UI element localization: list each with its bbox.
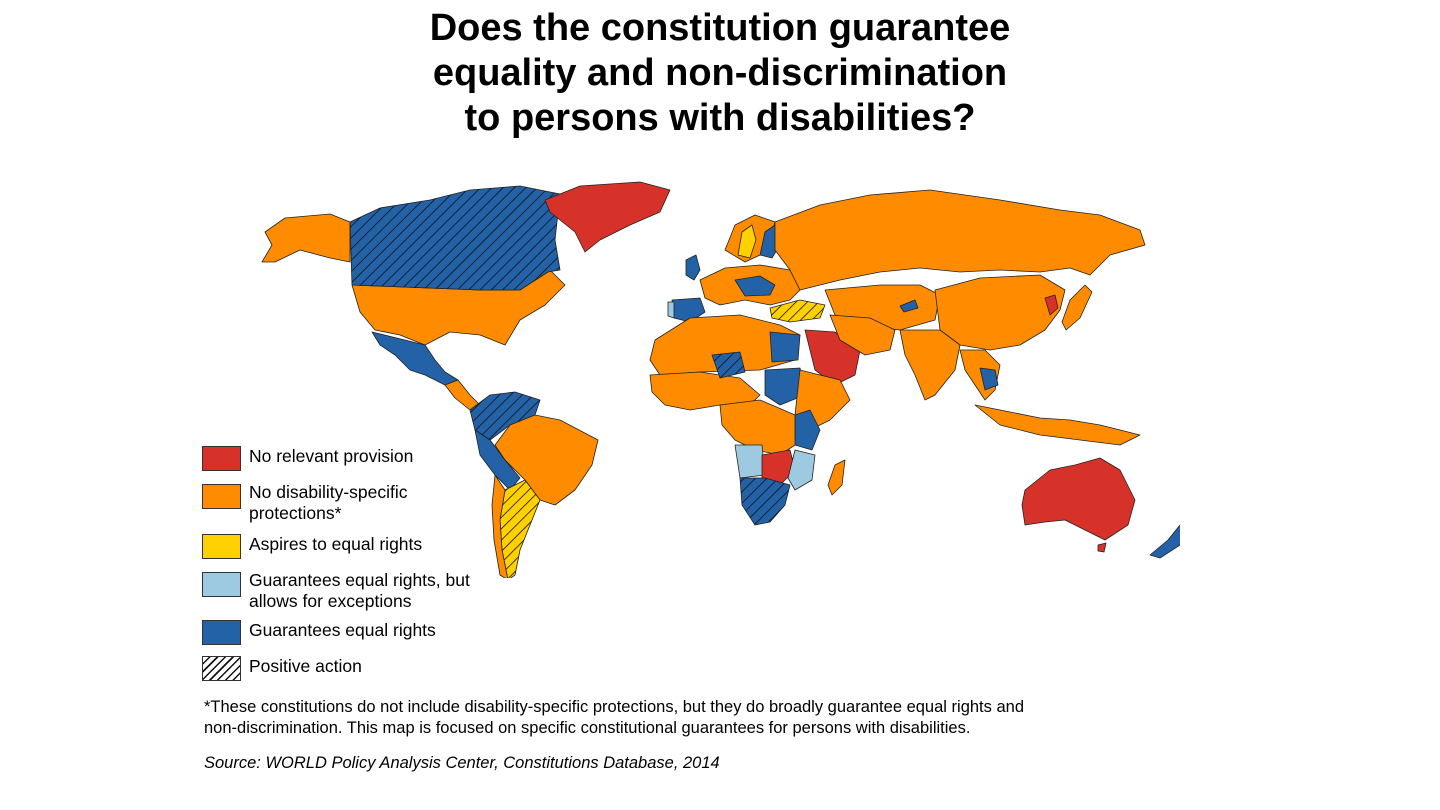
region-angola-zambia <box>734 444 766 479</box>
region-egypt <box>769 331 801 363</box>
legend-item-aspires: Aspires to equal rights <box>202 534 522 559</box>
title-line-2: equality and non-discrimination <box>432 52 1008 94</box>
region-korea <box>1044 294 1059 316</box>
region-japan <box>1061 284 1093 331</box>
region-zimbabwe <box>761 449 796 486</box>
legend-label: No disability-specific protections* <box>249 482 408 524</box>
region-new-zealand <box>1149 524 1180 559</box>
region-sudan <box>764 367 806 406</box>
region-canada-hatch <box>350 186 560 290</box>
legend-item-positive-action: Positive action <box>202 656 522 681</box>
footnote-line-1: *These constitutions do not include disa… <box>204 698 1024 716</box>
map-title: Does the constitution guarantee equality… <box>0 6 1440 141</box>
world-map <box>261 181 1180 578</box>
title-line-3: to persons with disabilities? <box>464 97 976 139</box>
legend-swatch <box>202 534 241 559</box>
legend-item-no-disability-specific: No disability-specific protections* <box>202 482 522 528</box>
footnote-line-2: non-discrimination. This map is focused … <box>204 719 971 737</box>
legend-label: Guarantees equal rights <box>249 620 436 641</box>
legend-label: Positive action <box>249 656 362 677</box>
title-line-1: Does the constitution guarantee <box>429 7 1011 49</box>
region-madagascar <box>827 459 846 496</box>
source-note: Source: WORLD Policy Analysis Center, Co… <box>204 754 720 772</box>
region-argentina-hatch <box>500 480 540 578</box>
region-mozambique <box>787 449 816 491</box>
legend-item-guarantees: Guarantees equal rights <box>202 620 522 645</box>
region-chile <box>491 474 509 578</box>
region-india <box>899 329 961 401</box>
region-central-america <box>444 379 481 411</box>
legend-label-line: allows for exceptions <box>249 591 412 611</box>
legend-swatch <box>202 446 241 471</box>
region-greenland <box>544 181 671 253</box>
region-alaska <box>261 213 351 263</box>
legend-label-line: No disability-specific <box>249 482 408 502</box>
region-turkey-hatch <box>770 300 825 322</box>
legend-label: No relevant provision <box>249 446 413 467</box>
legend-item-no-relevant-provision: No relevant provision <box>202 446 522 471</box>
region-sweden <box>737 224 757 259</box>
legend-label-line: Guarantees equal rights <box>249 620 436 640</box>
region-peru-bolivia <box>474 429 521 491</box>
region-niger-hatch <box>712 352 745 378</box>
legend-label-line: Aspires to equal rights <box>249 534 423 554</box>
footnote: *These constitutions do not include disa… <box>204 697 1204 739</box>
region-tasmania <box>1097 542 1107 553</box>
region-russia <box>774 189 1146 291</box>
legend-label-line: protections* <box>249 503 342 523</box>
legend-label-line: Guarantees equal rights, but <box>249 570 470 590</box>
legend-label-line: No relevant provision <box>249 446 414 466</box>
region-central-europe <box>734 275 776 297</box>
legend-label: Guarantees equal rights, but allows for e… <box>249 570 470 612</box>
region-southern-africa-hatch <box>740 478 790 525</box>
legend-swatch <box>202 620 241 645</box>
region-australia <box>1021 457 1136 541</box>
legend-swatch <box>202 484 241 509</box>
region-china <box>934 274 1066 351</box>
legend-label: Aspires to equal rights <box>249 534 422 555</box>
legend-item-exceptions: Guarantees equal rights, but allows for e… <box>202 570 522 616</box>
legend-swatch <box>202 572 241 597</box>
region-thailand-cambodia <box>979 367 999 391</box>
region-uk <box>685 254 701 281</box>
region-mongolia-band <box>899 299 919 313</box>
region-colombia-venezuela-hatch <box>470 392 540 440</box>
region-portugal <box>667 301 675 319</box>
region-iran-region <box>829 314 896 356</box>
region-indonesia <box>974 404 1141 446</box>
legend-label-line: Positive action <box>249 656 362 676</box>
legend-swatch <box>202 656 241 681</box>
